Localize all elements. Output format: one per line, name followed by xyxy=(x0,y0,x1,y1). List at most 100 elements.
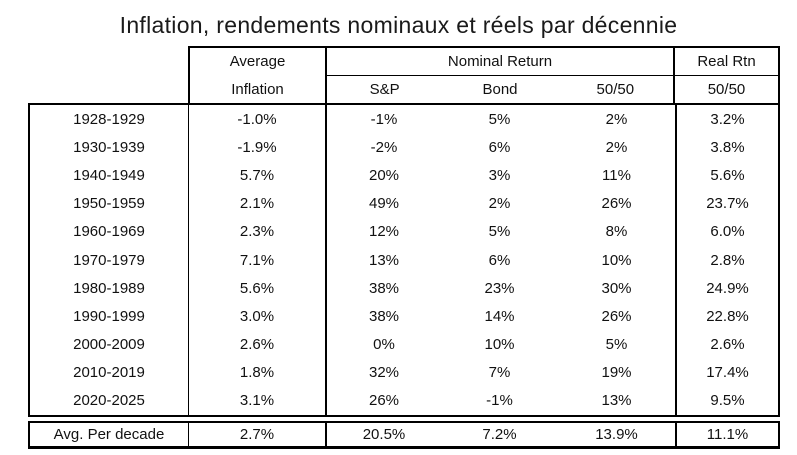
bond-cell: 2% xyxy=(488,195,511,213)
bond-cell: 23% xyxy=(484,279,515,297)
fifty-fifty-cell: 10% xyxy=(601,251,632,269)
sp-cell: 38% xyxy=(325,302,441,331)
real-cell: 17.4% xyxy=(675,358,778,387)
bond-cell: 7% xyxy=(488,364,511,382)
header-bond-label: Bond xyxy=(482,81,518,98)
inflation-cell: -1.0% xyxy=(188,105,325,134)
table-row: 2000-2009 2.6% 0% 10% 5% 2.6% xyxy=(30,330,778,359)
header-real-rtn-label: Real Rtn xyxy=(675,48,778,76)
fifty-fifty-cell: 5% xyxy=(605,336,628,354)
inflation-cell: -1.9% xyxy=(188,133,325,162)
table-row: 1930-1939 -1.9% -2% 6% 2% 3.8% xyxy=(30,133,778,162)
summary-real-cell: 11.1% xyxy=(675,423,778,446)
bond-cell: 5% xyxy=(488,223,511,241)
table-row: 2020-2025 3.1% 26% -1% 13% 9.5% xyxy=(30,386,778,416)
inflation-cell: 2.3% xyxy=(188,217,325,246)
table-row: 1940-1949 5.7% 20% 3% 11% 5.6% xyxy=(30,161,778,190)
real-cell: 3.8% xyxy=(675,133,778,162)
fifty-fifty-cell: 8% xyxy=(605,223,628,241)
bond-cell: 5% xyxy=(488,110,511,128)
header-average-label: Average xyxy=(229,53,286,71)
summary-row: Avg. Per decade 2.7% 20.5% 7.2% 13.9% 11… xyxy=(28,421,780,449)
period-cell: 2000-2009 xyxy=(73,336,145,354)
real-cell: 24.9% xyxy=(675,274,778,303)
real-cell: 9.5% xyxy=(675,386,778,416)
fifty-fifty-cell: 26% xyxy=(601,195,632,213)
summary-5050-cell: 13.9% xyxy=(595,426,638,443)
sp-cell: 20% xyxy=(325,161,441,190)
table-row: 1928-1929 -1.0% -1% 5% 2% 3.2% xyxy=(30,105,778,134)
fifty-fifty-cell: 19% xyxy=(601,364,632,382)
inflation-cell: 2.6% xyxy=(188,330,325,359)
header-sp-label: S&P xyxy=(369,81,400,98)
sp-cell: 49% xyxy=(325,189,441,218)
page-title: Inflation, rendements nominaux et réels … xyxy=(119,12,678,38)
inflation-cell: 5.6% xyxy=(188,274,325,303)
header-nominal-subcolumns: S&P Bond 50/50 xyxy=(327,76,673,103)
table-row: 1970-1979 7.1% 13% 6% 10% 2.8% xyxy=(30,245,778,275)
table-header: Average Inflation Nominal Return S&P Bon… xyxy=(188,46,780,103)
table-row: 1960-1969 2.3% 12% 5% 8% 6.0% xyxy=(30,217,778,246)
bond-cell: 6% xyxy=(488,251,511,269)
period-cell: 1928-1929 xyxy=(73,110,145,128)
summary-inflation-cell: 2.7% xyxy=(188,423,325,446)
sp-cell: 12% xyxy=(325,217,441,246)
header-inflation-label: Inflation xyxy=(231,80,284,98)
bond-cell: -1% xyxy=(486,392,513,410)
table-row: 1980-1989 5.6% 38% 23% 30% 24.9% xyxy=(30,274,778,303)
header-nominal-return-group: Nominal Return S&P Bond 50/50 xyxy=(325,48,673,103)
sp-cell: 32% xyxy=(325,358,441,387)
inflation-cell: 2.1% xyxy=(188,189,325,218)
header-real-return-group: Real Rtn 50/50 xyxy=(673,48,778,103)
fifty-fifty-cell: 2% xyxy=(605,138,628,156)
real-cell: 22.8% xyxy=(675,302,778,331)
inflation-cell: 3.1% xyxy=(188,386,325,416)
header-real-5050-label: 50/50 xyxy=(707,81,746,98)
real-cell: 5.6% xyxy=(675,161,778,190)
inflation-cell: 5.7% xyxy=(188,161,325,190)
inflation-cell: 7.1% xyxy=(188,245,325,275)
inflation-cell: 1.8% xyxy=(188,358,325,387)
real-cell: 6.0% xyxy=(675,217,778,246)
header-average-inflation-column: Average Inflation xyxy=(190,48,325,103)
summary-bond-cell: 7.2% xyxy=(482,426,517,443)
period-cell: 1950-1959 xyxy=(73,195,145,213)
table-row: 1950-1959 2.1% 49% 2% 26% 23.7% xyxy=(30,189,778,218)
real-cell: 23.7% xyxy=(675,189,778,218)
real-cell: 2.6% xyxy=(675,330,778,359)
header-5050-label: 50/50 xyxy=(596,81,635,98)
real-cell: 2.8% xyxy=(675,245,778,275)
real-cell: 3.2% xyxy=(675,105,778,134)
period-cell: 1970-1979 xyxy=(73,251,145,269)
bond-cell: 10% xyxy=(484,336,515,354)
fifty-fifty-cell: 26% xyxy=(601,307,632,325)
period-cell: 1980-1989 xyxy=(73,279,145,297)
sp-cell: 38% xyxy=(325,274,441,303)
header-nominal-return-label: Nominal Return xyxy=(327,48,673,76)
data-table: 1928-1929 -1.0% -1% 5% 2% 3.2% 1930-1939… xyxy=(28,103,780,417)
table-row: 2010-2019 1.8% 32% 7% 19% 17.4% xyxy=(30,358,778,387)
period-cell: 2020-2025 xyxy=(73,392,145,410)
fifty-fifty-cell: 2% xyxy=(605,110,628,128)
table-row: 1990-1999 3.0% 38% 14% 26% 22.8% xyxy=(30,302,778,331)
summary-label-cell: Avg. Per decade xyxy=(53,426,165,443)
sp-cell: -1% xyxy=(325,105,441,134)
bond-cell: 6% xyxy=(488,138,511,156)
period-cell: 2010-2019 xyxy=(73,364,145,382)
period-cell: 1940-1949 xyxy=(73,166,145,184)
sp-cell: 13% xyxy=(325,245,441,275)
period-cell: 1930-1939 xyxy=(73,138,145,156)
sp-cell: 26% xyxy=(325,386,441,416)
sp-cell: 0% xyxy=(325,330,441,359)
fifty-fifty-cell: 30% xyxy=(601,279,632,297)
bond-cell: 3% xyxy=(488,166,511,184)
summary-sp-cell: 20.5% xyxy=(325,423,441,446)
bond-cell: 14% xyxy=(484,307,515,325)
header-real-subcolumn: 50/50 xyxy=(675,76,778,103)
period-cell: 1960-1969 xyxy=(73,223,145,241)
fifty-fifty-cell: 11% xyxy=(602,166,631,184)
inflation-cell: 3.0% xyxy=(188,302,325,331)
fifty-fifty-cell: 13% xyxy=(601,392,632,410)
sp-cell: -2% xyxy=(325,133,441,162)
